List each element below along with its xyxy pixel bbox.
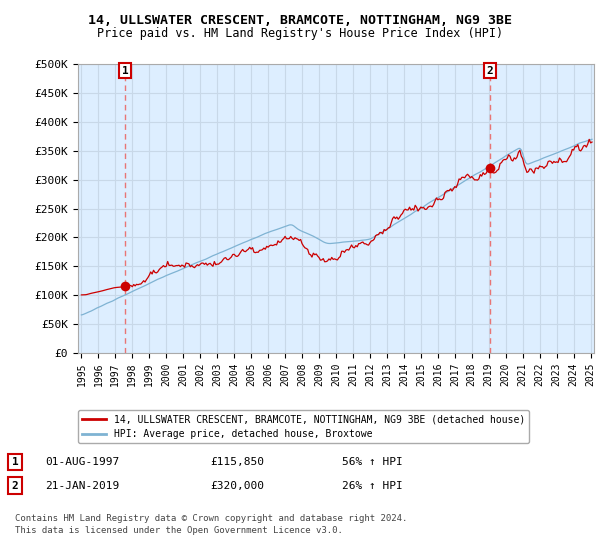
Text: 26% ↑ HPI: 26% ↑ HPI — [342, 480, 403, 491]
Legend: 14, ULLSWATER CRESCENT, BRAMCOTE, NOTTINGHAM, NG9 3BE (detached house), HPI: Ave: 14, ULLSWATER CRESCENT, BRAMCOTE, NOTTIN… — [78, 410, 529, 443]
Text: 2: 2 — [11, 480, 19, 491]
Text: £320,000: £320,000 — [210, 480, 264, 491]
Text: 01-AUG-1997: 01-AUG-1997 — [45, 457, 119, 467]
Text: 2: 2 — [487, 66, 493, 76]
Text: £115,850: £115,850 — [210, 457, 264, 467]
Text: 21-JAN-2019: 21-JAN-2019 — [45, 480, 119, 491]
Text: 56% ↑ HPI: 56% ↑ HPI — [342, 457, 403, 467]
Text: 14, ULLSWATER CRESCENT, BRAMCOTE, NOTTINGHAM, NG9 3BE: 14, ULLSWATER CRESCENT, BRAMCOTE, NOTTIN… — [88, 14, 512, 27]
Text: Price paid vs. HM Land Registry's House Price Index (HPI): Price paid vs. HM Land Registry's House … — [97, 27, 503, 40]
Text: Contains HM Land Registry data © Crown copyright and database right 2024.
This d: Contains HM Land Registry data © Crown c… — [15, 514, 407, 535]
Text: 1: 1 — [11, 457, 19, 467]
Text: 1: 1 — [122, 66, 128, 76]
